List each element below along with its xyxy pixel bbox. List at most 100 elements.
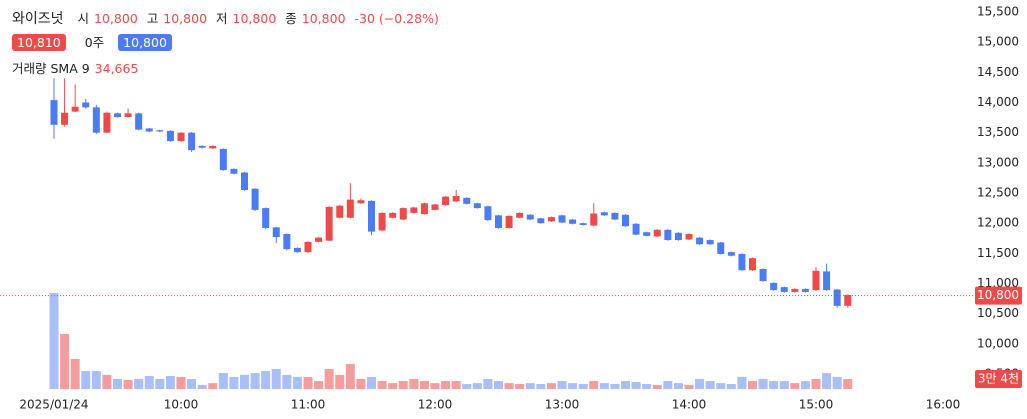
current-price-label: 10,800 bbox=[977, 288, 1019, 302]
candle-body bbox=[452, 196, 460, 202]
candle-body bbox=[516, 212, 524, 218]
volume-bar bbox=[599, 383, 609, 389]
volume-bar bbox=[398, 381, 408, 389]
volume-bar bbox=[250, 373, 260, 389]
candle-body bbox=[156, 130, 164, 132]
volume-bar bbox=[695, 378, 705, 389]
volume-bar bbox=[292, 376, 302, 389]
candle-body bbox=[346, 199, 354, 218]
x-tick-label: 10:00 bbox=[164, 398, 199, 412]
candle-body bbox=[293, 247, 301, 253]
volume-bar bbox=[187, 378, 197, 389]
volume-sma: 거래량 SMA 9 34,665 bbox=[12, 58, 143, 77]
volume-bar bbox=[536, 383, 546, 389]
y-tick-label: 14,000 bbox=[977, 95, 1019, 109]
candle-body bbox=[188, 132, 196, 151]
candle-body bbox=[114, 113, 121, 117]
candle-body bbox=[145, 128, 153, 132]
volume-bar bbox=[822, 373, 832, 389]
candle-body bbox=[251, 188, 259, 210]
candle-body bbox=[198, 145, 206, 148]
volume-bar bbox=[737, 376, 747, 389]
candle-body bbox=[780, 287, 788, 292]
candle-body bbox=[92, 107, 100, 133]
candle-body bbox=[463, 197, 471, 204]
candle-body bbox=[685, 234, 693, 240]
candle-body bbox=[495, 215, 502, 228]
volume-bar bbox=[49, 293, 59, 389]
candle-body bbox=[378, 212, 386, 231]
sma-value: 34,665 bbox=[94, 61, 139, 76]
candle-body bbox=[600, 212, 608, 216]
candle-body bbox=[505, 215, 513, 228]
ohlc-header: 와이즈넛 시 10,800 고 10,800 저 10,800 종 10,800 -30… bbox=[12, 8, 444, 28]
volume-bar bbox=[758, 378, 768, 389]
candle-body bbox=[823, 271, 831, 291]
candle-body bbox=[844, 294, 852, 306]
candle-body bbox=[399, 208, 407, 220]
volume-bar bbox=[769, 381, 779, 389]
volume-bar bbox=[218, 373, 228, 389]
volume-bar bbox=[144, 376, 154, 389]
volume-bar bbox=[568, 383, 578, 389]
volume-bar bbox=[843, 378, 853, 389]
volume-bar bbox=[282, 374, 292, 389]
candle-body bbox=[431, 204, 439, 210]
candle-body bbox=[664, 229, 672, 241]
ohlc-value: 10,800 bbox=[94, 11, 138, 26]
volume-bar bbox=[610, 383, 620, 389]
candle-body bbox=[124, 113, 132, 117]
candle-body bbox=[590, 213, 598, 226]
candle-body bbox=[272, 227, 280, 238]
volume-bar bbox=[589, 381, 599, 389]
y-tick-label: 13,500 bbox=[977, 125, 1019, 139]
candle-body bbox=[50, 100, 58, 125]
volume-bar bbox=[377, 381, 387, 389]
candle-body bbox=[325, 206, 333, 241]
candle-body bbox=[558, 215, 566, 223]
volume-bar bbox=[419, 381, 429, 389]
volume-bar bbox=[483, 378, 493, 389]
volume-bar bbox=[621, 381, 630, 389]
y-tick-label: 12,000 bbox=[977, 216, 1019, 230]
volume-bar bbox=[229, 376, 239, 389]
volume-bar bbox=[81, 371, 91, 389]
x-tick-label: 13:00 bbox=[545, 398, 580, 412]
candle-body bbox=[442, 196, 450, 206]
candle-body bbox=[241, 172, 248, 190]
candle-body bbox=[315, 237, 323, 242]
badge-row: 10,810 0주 10,800 bbox=[12, 32, 177, 51]
candle-body bbox=[304, 241, 312, 253]
volume-bar bbox=[70, 358, 80, 389]
sma-name: 거래량 SMA 9 bbox=[12, 61, 90, 76]
volume-bar bbox=[515, 383, 525, 389]
volume-bar bbox=[197, 384, 207, 389]
volume-bar bbox=[271, 368, 281, 389]
volume-bar bbox=[451, 381, 461, 389]
x-tick-label: 16:00 bbox=[926, 398, 961, 412]
volume-bar bbox=[578, 383, 588, 389]
candle-body bbox=[653, 229, 661, 237]
volume-label: 3만 4천 bbox=[978, 370, 1019, 385]
volume-bar bbox=[557, 381, 567, 389]
candle-body bbox=[283, 234, 291, 250]
volume-bar bbox=[324, 368, 334, 389]
candle-body bbox=[706, 240, 714, 245]
volume-bar bbox=[345, 363, 355, 389]
ohlc-name: 시 bbox=[77, 11, 90, 26]
ohlc-value: 10,800 bbox=[301, 11, 346, 26]
volume-bar bbox=[494, 381, 503, 389]
candle-body bbox=[770, 282, 778, 291]
ohlc-value: 10,800 bbox=[232, 11, 277, 26]
candle-body bbox=[801, 288, 809, 292]
candle-body bbox=[738, 253, 746, 271]
candle-body bbox=[674, 232, 682, 241]
volume-bar bbox=[240, 374, 249, 389]
symbol-name: 와이즈넛 bbox=[12, 11, 64, 27]
volume-bar bbox=[631, 381, 641, 389]
volume-bar bbox=[430, 383, 440, 389]
volume-bar bbox=[546, 383, 556, 389]
volume-bar bbox=[525, 383, 535, 389]
candle-body bbox=[71, 106, 79, 112]
